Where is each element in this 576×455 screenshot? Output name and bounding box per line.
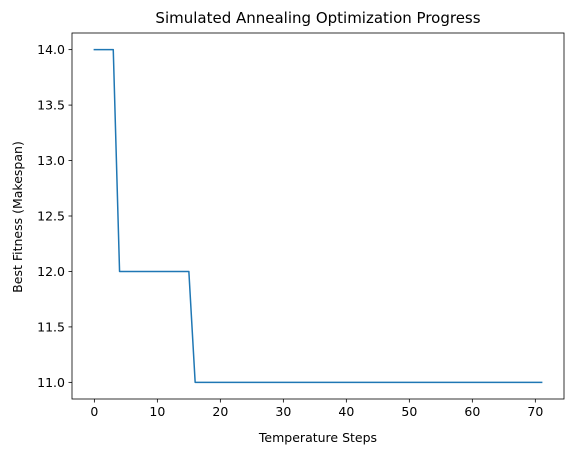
y-tick-label: 12.0	[37, 264, 65, 279]
y-tick-label: 11.0	[37, 375, 65, 390]
x-tick-label: 30	[275, 404, 291, 419]
x-tick-label: 60	[464, 404, 480, 419]
x-tick-label: 40	[338, 404, 354, 419]
x-tick-label: 50	[401, 404, 417, 419]
x-axis-label: Temperature Steps	[258, 430, 377, 445]
y-axis-label: Best Fitness (Makespan)	[10, 141, 25, 293]
series-line-0	[93, 48, 543, 384]
x-tick-label: 20	[212, 404, 228, 419]
axes-frame	[71, 32, 565, 400]
y-tick-label: 13.5	[37, 98, 65, 113]
y-tick-label: 13.0	[37, 153, 65, 168]
y-tick-label: 12.5	[37, 209, 65, 224]
plot-area: 0 10 20 30 40 50 60 70 11.0 11.5 12.0 12.5 13.0 13.5 1…	[37, 32, 565, 419]
x-tick-label: 10	[149, 404, 165, 419]
x-tick-label: 0	[90, 404, 98, 419]
y-tick-label: 14.0	[37, 42, 65, 57]
chart-title: Simulated Annealing Optimization Progres…	[155, 9, 480, 27]
x-tick-label: 70	[527, 404, 543, 419]
y-tick-label: 11.5	[37, 319, 65, 334]
